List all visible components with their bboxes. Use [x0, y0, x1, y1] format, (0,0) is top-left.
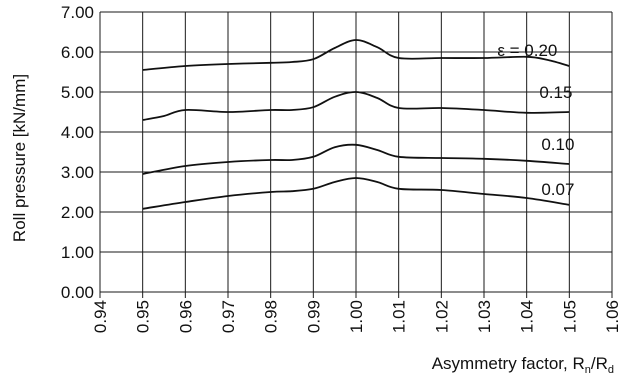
x-axis-title-sub-d: d: [608, 364, 614, 376]
x-tick-label: 0.97: [219, 300, 238, 333]
y-tick-label: 5.00: [61, 83, 94, 102]
series-label: 0.10: [541, 135, 574, 154]
series-labels: ε = 0.20 0.15 0.10 0.07: [497, 41, 574, 199]
x-axis-title-main: Asymmetry factor, R: [432, 354, 585, 373]
x-tick-label: 1.00: [347, 300, 366, 333]
series-label: 0.15: [539, 83, 572, 102]
y-tick-label: 0.00: [61, 283, 94, 302]
series-lines: [142, 39, 570, 210]
x-tick-label: 0.98: [262, 300, 281, 333]
y-tick-label: 6.00: [61, 43, 94, 62]
x-tick-label: 1.04: [518, 300, 537, 333]
series-line: [142, 177, 570, 210]
x-tick-labels: 0.94 0.95 0.96 0.97 0.98 0.99 1.00 1.01 1.02 1.03…: [91, 300, 622, 333]
x-tick-label: 1.03: [475, 300, 494, 333]
series-line: [142, 39, 570, 71]
y-tick-label: 1.00: [61, 243, 94, 262]
series-label: ε = 0.20: [497, 41, 557, 60]
x-axis-title-sub-n: n: [585, 364, 591, 376]
series-label: 0.07: [541, 180, 574, 199]
x-tick-label: 1.02: [432, 300, 451, 333]
series-line: [142, 91, 570, 121]
y-tick-label: 4.00: [61, 123, 94, 142]
x-tick-label: 1.05: [560, 300, 579, 333]
x-tick-label: 1.01: [390, 300, 409, 333]
x-axis-title-mid: /R: [591, 354, 608, 373]
x-tick-label: 0.95: [134, 300, 153, 333]
y-tick-label: 7.00: [61, 3, 94, 22]
x-tick-label: 0.99: [304, 300, 323, 333]
x-tick-label: 0.94: [91, 300, 110, 333]
y-tick-labels: 0.00 1.00 2.00 3.00 4.00 5.00 6.00 7.00: [61, 3, 94, 302]
x-axis-title: Asymmetry factor, Rn/Rd: [432, 354, 614, 376]
x-tick-label: 0.96: [176, 300, 195, 333]
y-tick-label: 3.00: [61, 163, 94, 182]
y-tick-label: 2.00: [61, 203, 94, 222]
y-axis-title: Roll pressure [kN/mm]: [10, 74, 29, 242]
x-tick-label: 1.06: [603, 300, 622, 333]
series-line: [142, 143, 570, 175]
